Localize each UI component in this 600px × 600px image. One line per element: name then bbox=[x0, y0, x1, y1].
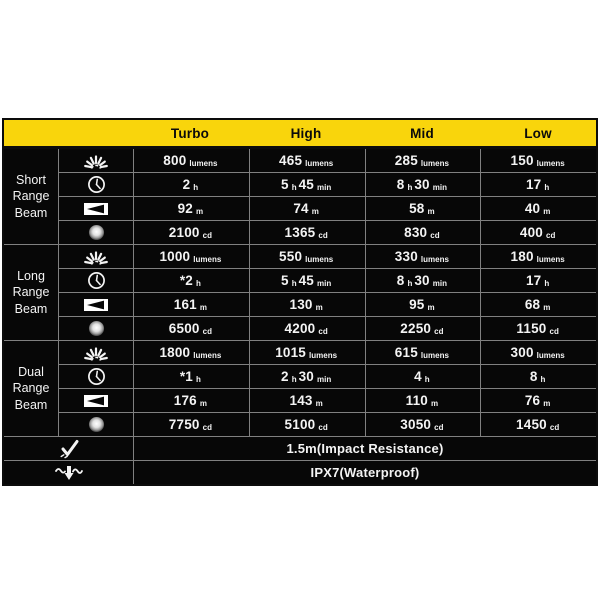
spec-value: 17 h bbox=[481, 269, 596, 292]
header-high: High bbox=[290, 125, 322, 141]
spec-value: 1015 lumens bbox=[249, 341, 365, 364]
spec-value: 400 cd bbox=[481, 221, 596, 244]
spec-value: 17 h bbox=[481, 173, 596, 196]
spec-value: 1800 lumens bbox=[134, 341, 249, 364]
spec-value: 5100 cd bbox=[249, 413, 365, 436]
beam-distance-icon bbox=[59, 389, 133, 412]
spec-value: 180 lumens bbox=[481, 245, 596, 268]
runtime-icon bbox=[59, 269, 133, 292]
spec-value: 58 m bbox=[365, 197, 481, 220]
beam-distance-icon bbox=[59, 197, 133, 220]
beam-intensity-icon bbox=[59, 221, 133, 244]
spec-grid: Short Range Beam 800 lumens 465 lumens 285… bbox=[4, 149, 596, 484]
brightness-icon bbox=[59, 245, 133, 268]
spec-value: 110 m bbox=[365, 389, 481, 412]
spec-value: *1 h bbox=[134, 365, 249, 388]
impact-resistance-icon bbox=[4, 437, 133, 460]
waterproof-icon bbox=[4, 461, 133, 484]
spec-value: 1000 lumens bbox=[134, 245, 249, 268]
beam-intensity-icon bbox=[59, 413, 133, 436]
spec-value: 76 m bbox=[481, 389, 596, 412]
spec-value: 1365 cd bbox=[249, 221, 365, 244]
spec-value: 1450 cd bbox=[481, 413, 596, 436]
spec-value: 5 h 45 min bbox=[249, 173, 365, 196]
brightness-icon bbox=[59, 149, 133, 172]
spec-value: 300 lumens bbox=[481, 341, 596, 364]
spec-value: 92 m bbox=[134, 197, 249, 220]
spec-value: 4200 cd bbox=[249, 317, 365, 340]
spec-value: 1150 cd bbox=[481, 317, 596, 340]
spec-value: 150 lumens bbox=[481, 149, 596, 172]
spec-value: 330 lumens bbox=[365, 245, 481, 268]
flashlight-spec-table: Turbo High Mid Low Short Range Beam 800 l… bbox=[2, 118, 598, 486]
section-label-long-range-beam: Long Range Beam bbox=[4, 245, 58, 340]
spec-value: 465 lumens bbox=[249, 149, 365, 172]
spec-value: 615 lumens bbox=[365, 341, 481, 364]
section-label-short-range-beam: Short Range Beam bbox=[4, 149, 58, 244]
spec-value: 285 lumens bbox=[365, 149, 481, 172]
mode-header-row: Turbo High Mid Low bbox=[4, 120, 596, 149]
spec-value: 2100 cd bbox=[134, 221, 249, 244]
spec-value: 7750 cd bbox=[134, 413, 249, 436]
spec-value: 3050 cd bbox=[365, 413, 481, 436]
spec-value: 74 m bbox=[249, 197, 365, 220]
spec-value: 95 m bbox=[365, 293, 481, 316]
spec-value: 2 h 30 min bbox=[249, 365, 365, 388]
spec-value: 143 m bbox=[249, 389, 365, 412]
waterproof-value: IPX7(Waterproof) bbox=[134, 461, 596, 484]
spec-value: 161 m bbox=[134, 293, 249, 316]
spec-value: 5 h 45 min bbox=[249, 269, 365, 292]
spec-value: 40 m bbox=[481, 197, 596, 220]
beam-intensity-icon bbox=[59, 317, 133, 340]
header-turbo: Turbo bbox=[170, 125, 210, 141]
impact-resistance-value: 1.5m(Impact Resistance) bbox=[134, 437, 596, 460]
section-label-dual-range-beam: Dual Range Beam bbox=[4, 341, 58, 436]
spec-value: 550 lumens bbox=[249, 245, 365, 268]
spec-value: 68 m bbox=[481, 293, 596, 316]
spec-value: 130 m bbox=[249, 293, 365, 316]
spec-value: 800 lumens bbox=[134, 149, 249, 172]
spec-value: 8 h 30 min bbox=[365, 173, 481, 196]
header-low: Low bbox=[524, 125, 552, 141]
runtime-icon bbox=[59, 173, 133, 196]
spec-value: *2 h bbox=[134, 269, 249, 292]
runtime-icon bbox=[59, 365, 133, 388]
spec-value: 176 m bbox=[134, 389, 249, 412]
brightness-icon bbox=[59, 341, 133, 364]
spec-value: 830 cd bbox=[365, 221, 481, 244]
spec-value: 6500 cd bbox=[134, 317, 249, 340]
spec-value: 2250 cd bbox=[365, 317, 481, 340]
spec-value: 8 h 30 min bbox=[365, 269, 481, 292]
header-mid: Mid bbox=[410, 125, 434, 141]
beam-distance-icon bbox=[59, 293, 133, 316]
